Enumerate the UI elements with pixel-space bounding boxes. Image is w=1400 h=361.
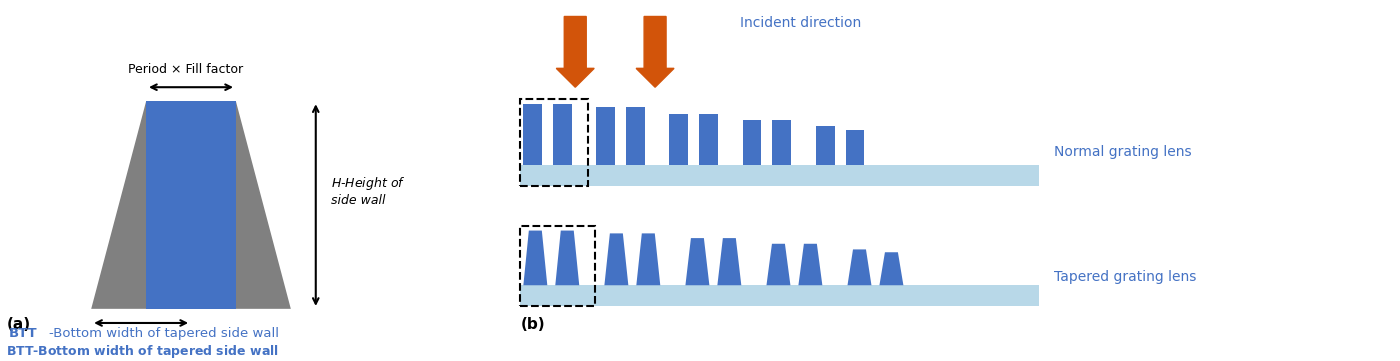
- Text: $\mathbf{BTT}$-Bottom width of tapered side wall: $\mathbf{BTT}$-Bottom width of tapered s…: [7, 343, 279, 360]
- Polygon shape: [524, 231, 547, 285]
- Text: Incident direction: Incident direction: [741, 17, 861, 30]
- Polygon shape: [605, 234, 629, 285]
- Text: -Bottom width of tapered side wall: -Bottom width of tapered side wall: [49, 327, 279, 340]
- Text: Period × Fill factor: Period × Fill factor: [129, 63, 244, 76]
- Text: $H$-Height of
side wall: $H$-Height of side wall: [330, 175, 406, 207]
- FancyBboxPatch shape: [521, 285, 1039, 306]
- Text: (b): (b): [521, 317, 545, 332]
- FancyBboxPatch shape: [700, 114, 718, 165]
- FancyBboxPatch shape: [521, 165, 1039, 186]
- Text: Tapered grating lens: Tapered grating lens: [1054, 270, 1197, 284]
- FancyBboxPatch shape: [596, 107, 616, 165]
- FancyBboxPatch shape: [846, 130, 864, 165]
- Polygon shape: [717, 238, 742, 285]
- Polygon shape: [686, 238, 710, 285]
- Polygon shape: [847, 249, 871, 285]
- Polygon shape: [798, 244, 822, 285]
- FancyArrow shape: [556, 17, 594, 87]
- FancyBboxPatch shape: [553, 104, 573, 165]
- FancyArrow shape: [636, 17, 673, 87]
- Polygon shape: [91, 101, 291, 309]
- FancyBboxPatch shape: [146, 101, 237, 309]
- FancyBboxPatch shape: [742, 120, 762, 165]
- FancyBboxPatch shape: [669, 114, 689, 165]
- Polygon shape: [879, 252, 903, 285]
- FancyBboxPatch shape: [773, 120, 791, 165]
- Text: Normal grating lens: Normal grating lens: [1054, 145, 1191, 159]
- FancyBboxPatch shape: [816, 126, 834, 165]
- Polygon shape: [637, 234, 661, 285]
- Polygon shape: [556, 231, 580, 285]
- Text: (a): (a): [7, 317, 31, 332]
- Polygon shape: [766, 244, 791, 285]
- FancyBboxPatch shape: [626, 107, 645, 165]
- Text: BTT: BTT: [8, 327, 36, 340]
- FancyBboxPatch shape: [524, 104, 542, 165]
